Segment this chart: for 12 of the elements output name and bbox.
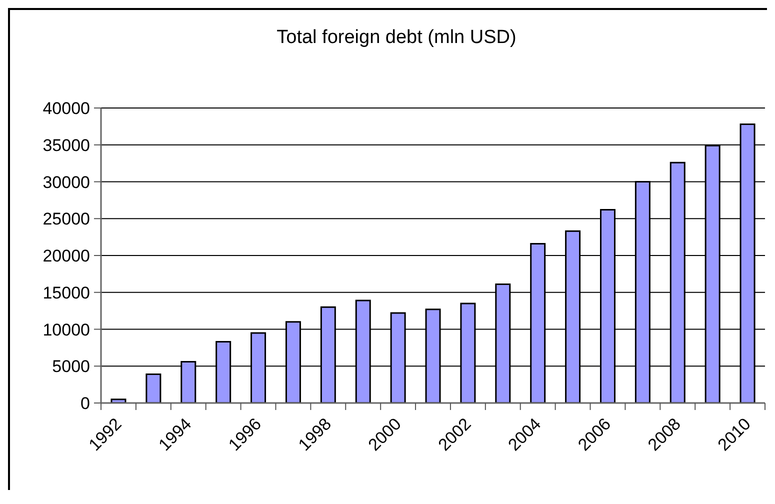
y-tick-label: 10000: [42, 320, 90, 340]
chart-title: Total foreign debt (mln USD): [276, 27, 518, 49]
bar: [110, 398, 126, 403]
y-tick-label: 15000: [42, 283, 90, 302]
y-tick-label: 30000: [42, 172, 90, 192]
y-tick-label: 20000: [42, 246, 90, 266]
y-tick-label: 35000: [42, 136, 90, 155]
bar: [146, 373, 162, 403]
y-tick-label: 5000: [52, 357, 90, 376]
y-tick-label: 40000: [42, 99, 90, 118]
y-tick-label: 25000: [42, 210, 90, 229]
y-tick-label: 0: [80, 394, 90, 414]
